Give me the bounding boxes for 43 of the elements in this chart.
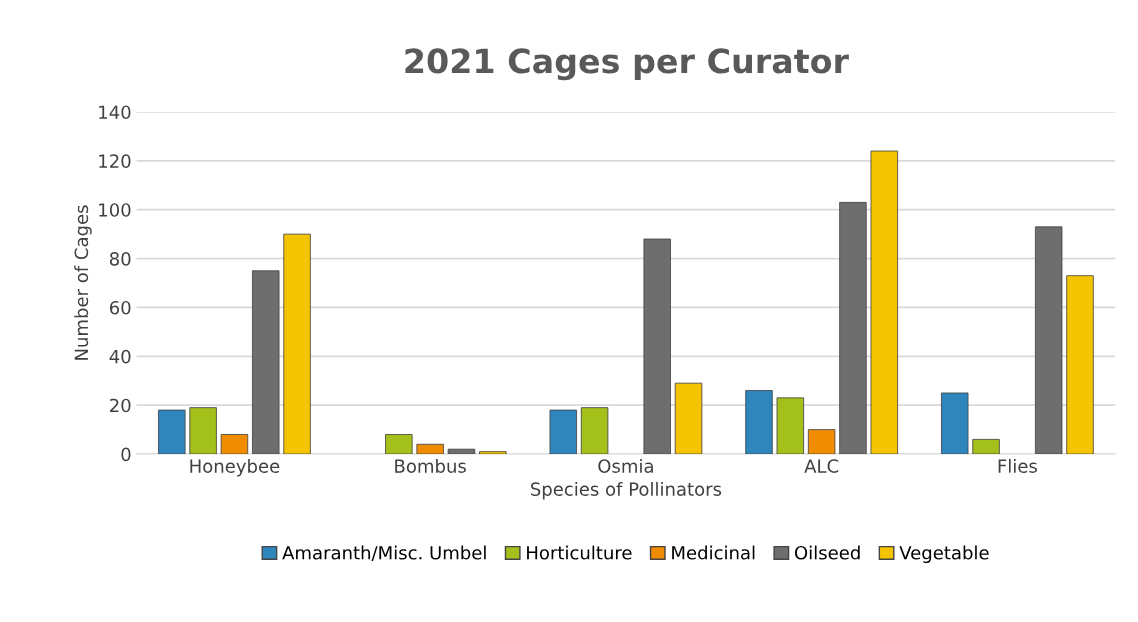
y-tick-label: 120: [99, 154, 131, 168]
bar: [839, 201, 867, 455]
bar: [252, 270, 280, 455]
x-tick-label: ALC: [804, 459, 839, 473]
bar: [870, 150, 898, 455]
y-tick-label: 80: [109, 252, 131, 266]
legend-label: Amaranth/Misc. Umbel: [282, 545, 486, 561]
legend-label: Medicinal: [672, 545, 755, 560]
x-tick-label: Osmia: [598, 458, 653, 473]
y-axis-title: Number of Cages: [74, 205, 92, 360]
bar: [189, 407, 217, 455]
bar: [745, 390, 773, 455]
bar: [776, 397, 805, 455]
bar: [158, 409, 186, 455]
x-tick-label: Bombus: [395, 458, 466, 473]
bar: [479, 451, 507, 455]
bar: [447, 448, 476, 455]
y-tick-label: 0: [121, 447, 131, 462]
x-axis-title: Species of Pollinators: [531, 481, 722, 500]
bar: [220, 434, 249, 455]
legend-label: Oilseed: [794, 545, 860, 560]
bar: [283, 233, 311, 455]
legend-label: Vegetable: [899, 545, 989, 564]
y-tick-label: 100: [99, 203, 131, 217]
bar: [643, 238, 671, 455]
legend-label: Horticulture: [527, 545, 632, 560]
y-tick-label: 20: [110, 398, 131, 413]
chart-title: 2021 Cages per Curator: [405, 48, 849, 81]
bar: [807, 429, 836, 455]
bar: [1066, 275, 1094, 455]
x-tick-label: Flies: [998, 458, 1037, 473]
y-tick-label: 40: [109, 349, 131, 364]
bar: [972, 438, 1000, 455]
y-tick-label: 60: [109, 300, 131, 315]
bar: [674, 382, 703, 455]
y-tick-label: 140: [99, 105, 131, 120]
bar: [941, 392, 969, 455]
bar: [385, 434, 413, 455]
bar: [549, 409, 577, 455]
bar: [580, 407, 609, 455]
bar: [1034, 226, 1063, 455]
bar: [416, 443, 444, 455]
x-tick-label: Honeybee: [190, 458, 280, 477]
